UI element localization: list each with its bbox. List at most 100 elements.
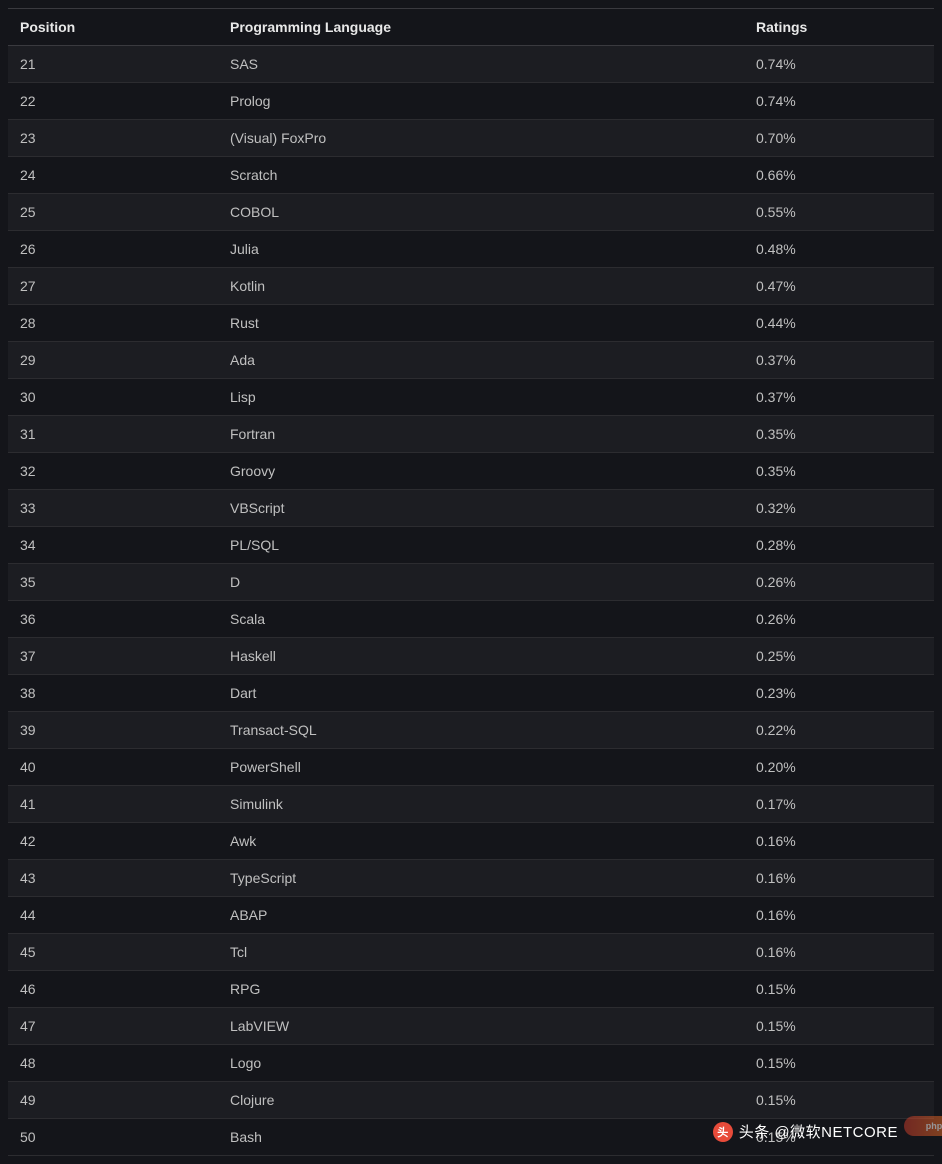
table-row: 49Clojure0.15% (8, 1082, 934, 1119)
toutiao-icon: 头 (713, 1122, 733, 1142)
cell-ratings: 0.74% (744, 83, 934, 120)
cell-ratings: 0.28% (744, 527, 934, 564)
table-row: 25COBOL0.55% (8, 194, 934, 231)
table-row: 27Kotlin0.47% (8, 268, 934, 305)
cell-ratings: 0.15% (744, 1082, 934, 1119)
cell-language: (Visual) FoxPro (218, 120, 744, 157)
watermark-badge: php (904, 1116, 942, 1136)
cell-ratings: 0.20% (744, 749, 934, 786)
table-row: 37Haskell0.25% (8, 638, 934, 675)
table-row: 31Fortran0.35% (8, 416, 934, 453)
cell-position: 31 (8, 416, 218, 453)
cell-ratings: 0.37% (744, 342, 934, 379)
cell-position: 41 (8, 786, 218, 823)
cell-language: PL/SQL (218, 527, 744, 564)
column-header-ratings: Ratings (744, 9, 934, 46)
cell-ratings: 0.16% (744, 897, 934, 934)
cell-position: 22 (8, 83, 218, 120)
table-row: 35D0.26% (8, 564, 934, 601)
cell-position: 40 (8, 749, 218, 786)
cell-language: Prolog (218, 83, 744, 120)
table-row: 42Awk0.16% (8, 823, 934, 860)
cell-language: Rust (218, 305, 744, 342)
cell-position: 45 (8, 934, 218, 971)
column-header-position: Position (8, 9, 218, 46)
table-row: 22Prolog0.74% (8, 83, 934, 120)
table-row: 21SAS0.74% (8, 46, 934, 83)
cell-language: COBOL (218, 194, 744, 231)
column-header-language: Programming Language (218, 9, 744, 46)
cell-language: Haskell (218, 638, 744, 675)
cell-ratings: 0.16% (744, 823, 934, 860)
table-row: 40PowerShell0.20% (8, 749, 934, 786)
cell-ratings: 0.37% (744, 379, 934, 416)
table-row: 33VBScript0.32% (8, 490, 934, 527)
cell-position: 44 (8, 897, 218, 934)
cell-language: Scratch (218, 157, 744, 194)
cell-language: Julia (218, 231, 744, 268)
cell-position: 46 (8, 971, 218, 1008)
cell-position: 39 (8, 712, 218, 749)
cell-language: Ada (218, 342, 744, 379)
cell-ratings: 0.48% (744, 231, 934, 268)
cell-ratings: 0.35% (744, 416, 934, 453)
cell-language: RPG (218, 971, 744, 1008)
cell-position: 34 (8, 527, 218, 564)
cell-ratings: 0.23% (744, 675, 934, 712)
table-row: 26Julia0.48% (8, 231, 934, 268)
cell-position: 33 (8, 490, 218, 527)
table-row: 45Tcl0.16% (8, 934, 934, 971)
cell-ratings: 0.25% (744, 638, 934, 675)
cell-language: Logo (218, 1045, 744, 1082)
cell-position: 27 (8, 268, 218, 305)
table-row: 48Logo0.15% (8, 1045, 934, 1082)
watermark-text: 头条 @微软NETCORE (739, 1121, 898, 1142)
cell-ratings: 0.22% (744, 712, 934, 749)
table-row: 47LabVIEW0.15% (8, 1008, 934, 1045)
table-row: 44ABAP0.16% (8, 897, 934, 934)
cell-position: 43 (8, 860, 218, 897)
cell-language: Awk (218, 823, 744, 860)
cell-language: Scala (218, 601, 744, 638)
cell-ratings: 0.66% (744, 157, 934, 194)
table-row: 41Simulink0.17% (8, 786, 934, 823)
cell-position: 30 (8, 379, 218, 416)
cell-language: TypeScript (218, 860, 744, 897)
cell-language: ABAP (218, 897, 744, 934)
cell-ratings: 0.47% (744, 268, 934, 305)
cell-ratings: 0.44% (744, 305, 934, 342)
cell-position: 35 (8, 564, 218, 601)
cell-language: Lisp (218, 379, 744, 416)
cell-position: 47 (8, 1008, 218, 1045)
cell-ratings: 0.26% (744, 564, 934, 601)
cell-position: 50 (8, 1119, 218, 1156)
cell-position: 32 (8, 453, 218, 490)
cell-ratings: 0.70% (744, 120, 934, 157)
cell-ratings: 0.16% (744, 860, 934, 897)
cell-ratings: 0.15% (744, 1008, 934, 1045)
cell-language: D (218, 564, 744, 601)
table-row: 28Rust0.44% (8, 305, 934, 342)
cell-ratings: 0.15% (744, 1045, 934, 1082)
cell-ratings: 0.16% (744, 934, 934, 971)
cell-ratings: 0.15% (744, 971, 934, 1008)
cell-ratings: 0.55% (744, 194, 934, 231)
cell-position: 24 (8, 157, 218, 194)
cell-language: Bash (218, 1119, 744, 1156)
cell-language: Groovy (218, 453, 744, 490)
cell-position: 36 (8, 601, 218, 638)
cell-position: 49 (8, 1082, 218, 1119)
table-row: 32Groovy0.35% (8, 453, 934, 490)
table-row: 30Lisp0.37% (8, 379, 934, 416)
cell-position: 21 (8, 46, 218, 83)
ranking-table: Position Programming Language Ratings 21… (8, 8, 934, 1156)
table-row: 29Ada0.37% (8, 342, 934, 379)
table-row: 23(Visual) FoxPro0.70% (8, 120, 934, 157)
cell-ratings: 0.35% (744, 453, 934, 490)
cell-language: Fortran (218, 416, 744, 453)
table-row: 46RPG0.15% (8, 971, 934, 1008)
cell-position: 38 (8, 675, 218, 712)
cell-position: 29 (8, 342, 218, 379)
cell-position: 28 (8, 305, 218, 342)
cell-position: 23 (8, 120, 218, 157)
